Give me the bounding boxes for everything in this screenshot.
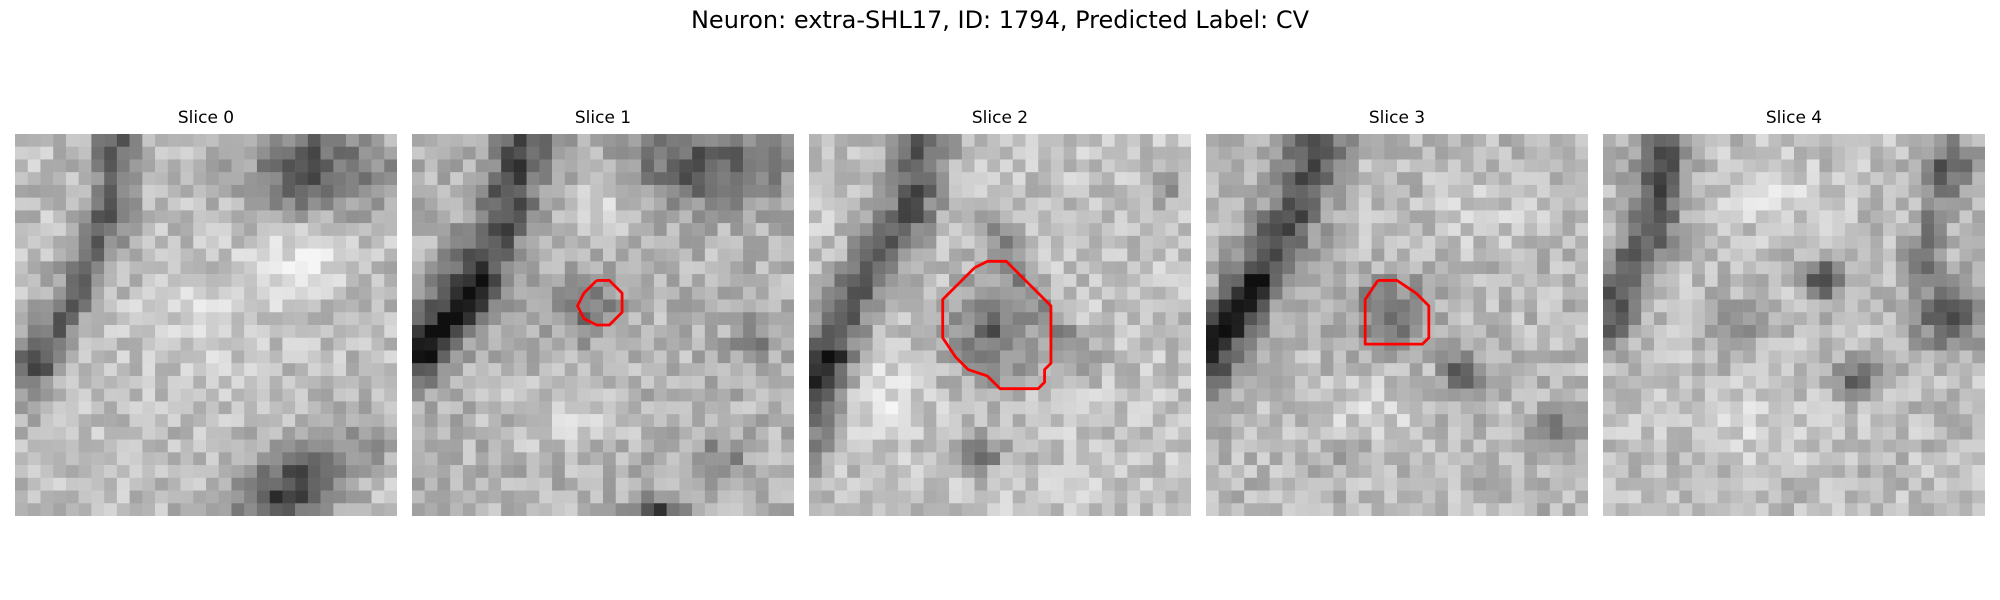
slice-title-1: Slice 1 <box>574 108 632 128</box>
roi-contour-3 <box>1363 279 1431 346</box>
slice-panel-2: Slice 2 <box>809 108 1191 520</box>
slice-panel-1: Slice 1 <box>412 108 794 520</box>
slice-title-4: Slice 4 <box>1765 108 1823 128</box>
figure-title: Neuron: extra-SHL17, ID: 1794, Predicted… <box>690 6 1310 34</box>
roi-contour-2 <box>941 259 1053 391</box>
slice-image-1 <box>412 134 794 516</box>
slice-panel-4: Slice 4 <box>1603 108 1985 520</box>
slice-panel-3: Slice 3 <box>1206 108 1588 520</box>
slice-title-3: Slice 3 <box>1368 108 1426 128</box>
roi-contour-1 <box>576 279 624 327</box>
slice-title-0: Slice 0 <box>177 108 235 128</box>
slice-panel-0: Slice 0 <box>15 108 397 520</box>
slice-image-2 <box>809 134 1191 516</box>
slice-image-3 <box>1206 134 1588 516</box>
slice-image-4 <box>1603 134 1985 516</box>
slice-image-0 <box>15 134 397 516</box>
slice-title-2: Slice 2 <box>971 108 1029 128</box>
